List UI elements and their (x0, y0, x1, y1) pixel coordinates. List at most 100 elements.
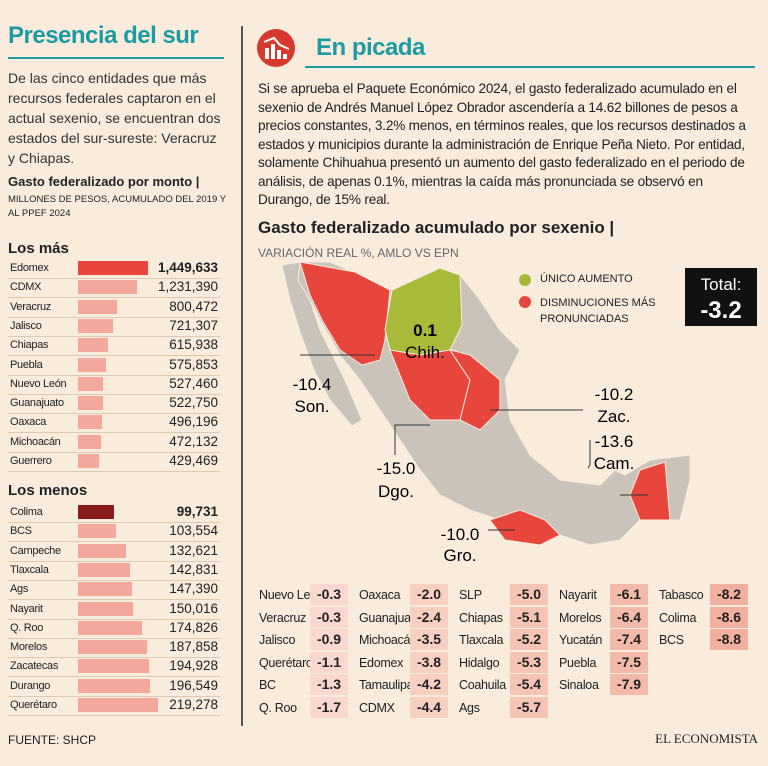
value-label: 194,928 (169, 658, 218, 674)
bar (78, 357, 106, 372)
state-value: -2.0 (410, 584, 448, 605)
bar (78, 640, 147, 655)
state-value: -5.2 (510, 629, 548, 650)
bar (78, 338, 108, 353)
category-label: Veracruz (10, 300, 52, 313)
callout-value: -10.0 (441, 525, 480, 544)
callout-value: -10.2 (595, 385, 634, 404)
bar (78, 415, 102, 430)
state-value: -5.3 (510, 651, 548, 673)
state-value: -1.7 (310, 696, 348, 718)
chart-title: Gasto federalizado por monto | (8, 174, 200, 189)
callout-value: -15.0 (377, 459, 416, 478)
brand: EL ECONOMISTA (655, 731, 758, 746)
state-value: -1.1 (310, 651, 348, 673)
state-name: Edomex (359, 655, 404, 670)
bar-row: Querétaro 219,278 (8, 696, 220, 716)
bar-row: Ags 147,390 (8, 580, 220, 601)
value-label: 522,750 (169, 395, 218, 411)
table-cell: Sinaloa -7.9 (556, 674, 652, 696)
state-value: -8.2 (710, 584, 748, 605)
left-title: Presencia del sur (8, 22, 199, 49)
table-cell: Coahuila -5.4 (456, 674, 552, 696)
category-label: Puebla (10, 358, 43, 371)
total-value: -3.2 (700, 297, 741, 324)
state-value: -8.8 (710, 629, 748, 650)
value-label: 99,731 (176, 504, 218, 519)
chihuahua (384, 267, 463, 356)
table-cell: Jalisco -0.9 (256, 629, 352, 651)
bar (78, 659, 150, 674)
bar-row: Zacatecas 194,928 (8, 657, 220, 678)
bar-row: CDMX 1,231,390 (8, 278, 220, 299)
table-cell: Tlaxcala -5.2 (456, 629, 552, 651)
value-label: 1,231,390 (157, 279, 218, 295)
state-name: Nuevo León (259, 588, 324, 602)
value-label: 103,554 (169, 523, 218, 539)
state-name: CDMX (359, 700, 395, 715)
callout-value: 0.1 (413, 321, 437, 340)
legend-swatch (519, 274, 531, 286)
state-value: -5.4 (510, 674, 548, 695)
guerrero (489, 509, 561, 546)
body-text: Si se aprueba el Paquete Económico 2024,… (258, 81, 746, 207)
bar-row: Morelos 187,858 (8, 638, 220, 659)
table-cell: Veracruz -0.3 (256, 606, 352, 629)
chart-subtitle: MILLONES DE PESOS, ACUMULADO DEL 2019 Y … (8, 194, 226, 219)
state-name: SLP (459, 588, 482, 602)
value-label: 615,938 (169, 337, 218, 353)
value-label: 472,132 (169, 433, 218, 449)
value-label: 721,307 (169, 317, 218, 333)
bar-row: Guerrero 429,469 (8, 452, 220, 472)
state-value: -4.2 (410, 674, 448, 695)
bar (78, 562, 131, 577)
value-label: 575,853 (169, 356, 218, 372)
state-value: -6.1 (610, 584, 648, 605)
category-label: CDMX (10, 281, 42, 294)
bar (78, 601, 133, 616)
callout-state: Dgo. (378, 482, 414, 501)
bar (78, 678, 150, 693)
bar (78, 376, 104, 391)
state-name: BC (259, 678, 276, 692)
table-cell: Nuevo León -0.3 (256, 584, 352, 606)
state-name: Jalisco (259, 633, 296, 647)
table-cell: Puebla -7.5 (556, 651, 652, 674)
category-label: Durango (10, 679, 51, 692)
value-label: 142,831 (169, 561, 218, 577)
bar-row: Nuevo León 527,460 (8, 375, 220, 395)
bar (78, 280, 138, 295)
state-value: -2.4 (410, 606, 448, 628)
value-label: 132,621 (169, 542, 218, 558)
table-cell: Morelos -6.4 (556, 606, 652, 629)
state-name: Querétaro (259, 655, 313, 670)
category-label: Querétaro (10, 699, 57, 711)
table-cell: Ags -5.7 (456, 696, 552, 719)
category-label: Edomex (10, 262, 49, 274)
bar (78, 543, 127, 558)
campeche (629, 461, 671, 521)
table-cell: Michoacán -3.5 (356, 629, 452, 651)
callout-value: -10.4 (293, 375, 332, 394)
total-box (685, 268, 757, 326)
intro: De las cinco entidades que más recursos … (8, 70, 221, 166)
bar (78, 698, 158, 712)
title-rule (305, 66, 755, 68)
state-value: -0.3 (310, 606, 348, 628)
section-title: Los menos (8, 482, 88, 499)
leader (394, 424, 430, 455)
category-label: Tlaxcala (10, 563, 49, 576)
value-label: 196,549 (169, 677, 218, 693)
map-title: Gasto federalizado acumulado por sexenio… (258, 218, 615, 237)
table-cell: Guanajuato -2.4 (356, 606, 452, 629)
total-label: Total: (701, 275, 742, 294)
state-value: -0.9 (310, 629, 348, 650)
value-label: 496,196 (169, 414, 218, 430)
state-value: -7.9 (610, 674, 648, 695)
table-cell: Nayarit -6.1 (556, 584, 652, 606)
state-value: -0.3 (310, 584, 348, 605)
callout-state: Zac. (597, 407, 630, 426)
category-label: BCS (10, 525, 32, 538)
bar (78, 620, 142, 635)
state-value: -3.5 (410, 629, 448, 650)
